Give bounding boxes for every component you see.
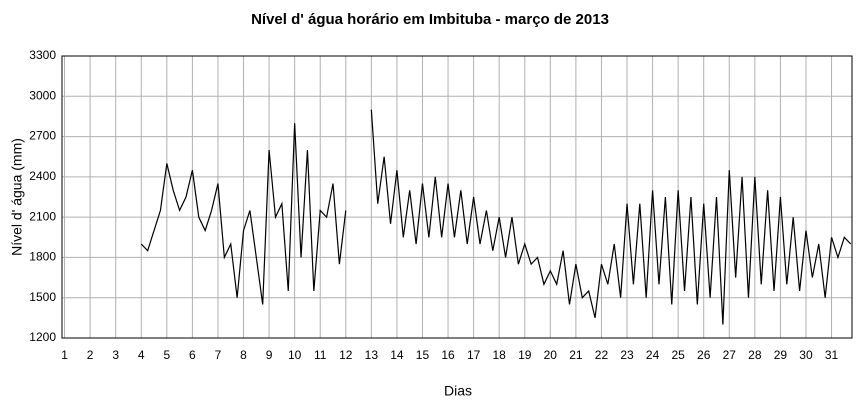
x-tick-label: 15 — [416, 348, 430, 362]
x-tick-label: 5 — [163, 348, 170, 362]
plot-frame — [61, 55, 853, 339]
y-axis-label: Nível d' água (mm) — [9, 138, 25, 256]
x-tick-label: 30 — [799, 348, 813, 362]
x-tick-label: 1 — [61, 348, 68, 362]
x-tick-label: 24 — [646, 348, 660, 362]
y-tick-label: 1800 — [29, 250, 56, 264]
x-tick-label: 14 — [390, 348, 404, 362]
x-tick-label: 18 — [493, 348, 507, 362]
x-tick-label: 12 — [339, 348, 353, 362]
x-tick-label: 10 — [288, 348, 302, 362]
x-tick-label: 16 — [441, 348, 455, 362]
x-tick-label: 9 — [266, 348, 273, 362]
x-tick-label: 26 — [697, 348, 711, 362]
data-line — [140, 109, 852, 325]
x-tick-label: 6 — [189, 348, 196, 362]
x-tick-label: 2 — [87, 348, 94, 362]
x-tick-label: 29 — [774, 348, 788, 362]
chart-title: Nível d' água horário em Imbituba - març… — [251, 11, 609, 28]
x-tick-label: 19 — [518, 348, 532, 362]
x-tick-label: 13 — [365, 348, 379, 362]
x-tick-label: 3 — [112, 348, 119, 362]
x-tick-label: 4 — [138, 348, 145, 362]
x-axis-label: Dias — [444, 383, 472, 399]
y-tick-label: 1500 — [29, 290, 56, 304]
x-tick-label: 21 — [569, 348, 583, 362]
y-tick-label: 2100 — [29, 209, 56, 223]
y-tick-label: 2400 — [29, 169, 56, 183]
y-tick-label: 3300 — [29, 48, 56, 62]
y-tick-label: 3000 — [29, 88, 56, 102]
x-tick-label: 23 — [620, 348, 634, 362]
x-tick-label: 22 — [595, 348, 609, 362]
y-tick-label: 1200 — [29, 330, 56, 344]
x-tick-label: 28 — [748, 348, 762, 362]
x-tick-label: 11 — [314, 348, 327, 362]
x-tick-label: 8 — [240, 348, 247, 362]
y-tick-label: 2700 — [29, 129, 56, 143]
x-tick-label: 27 — [723, 348, 737, 362]
x-tick-label: 20 — [544, 348, 558, 362]
x-tick-label: 17 — [467, 348, 481, 362]
x-tick-label: 25 — [671, 348, 685, 362]
x-tick-label: 31 — [825, 348, 839, 362]
x-tick-label: 7 — [215, 348, 222, 362]
